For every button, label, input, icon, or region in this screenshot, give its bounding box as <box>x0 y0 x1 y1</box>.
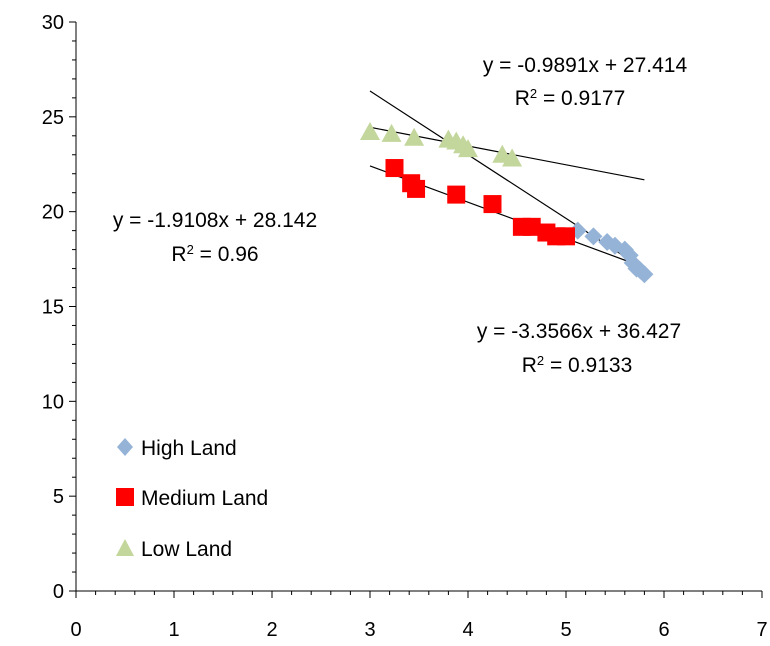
y-tick-label: 15 <box>42 297 64 319</box>
legend-item-low-land: Low Land <box>116 538 232 561</box>
point-low-land <box>502 148 523 167</box>
annotation-low-equation: y = -0.9891x + 27.414 <box>483 54 688 77</box>
annotation-low-land: y = -0.9891x + 27.414 R2 = 0.9177 <box>483 54 688 110</box>
annotation-medium-r2: R2 = 0.96 <box>171 242 258 267</box>
data-markers <box>360 122 654 284</box>
y-tick-label: 25 <box>42 107 64 129</box>
legend-marker-diamond <box>117 438 133 456</box>
x-tick-label: 2 <box>266 619 277 641</box>
point-low-land <box>360 122 380 141</box>
x-tick-label: 1 <box>168 619 179 641</box>
x-tick-label: 7 <box>756 619 767 641</box>
point-medium-land <box>483 195 502 214</box>
annotation-low-r2: R2 = 0.9177 <box>515 86 626 111</box>
point-high-land <box>620 246 639 265</box>
point-low-land <box>404 127 425 146</box>
x-tick-label: 6 <box>658 619 669 641</box>
legend-marker-square <box>116 488 134 506</box>
annotation-high-land: y = -3.3566x + 36.427 R2 = 0.9133 <box>477 320 681 377</box>
x-tick-label: 0 <box>70 619 81 641</box>
y-tick-label: 20 <box>42 202 64 224</box>
y-tick-label: 5 <box>53 486 64 508</box>
legend-marker-triangle <box>116 539 134 556</box>
legend-item-high-land: High Land <box>117 437 237 460</box>
point-medium-land <box>385 159 404 178</box>
legend-label-high-land: High Land <box>141 437 237 460</box>
x-tick-label: 5 <box>560 619 571 641</box>
annotation-high-r2: R2 = 0.9133 <box>522 353 633 378</box>
legend-label-low-land: Low Land <box>141 538 232 561</box>
axes: 0 5 10 15 20 25 30 0 1 2 3 4 5 6 7 <box>42 12 768 641</box>
point-medium-land <box>522 217 541 236</box>
x-tick-label: 3 <box>364 619 375 641</box>
legend-item-medium-land: Medium Land <box>116 487 268 510</box>
point-medium-land <box>557 227 575 246</box>
x-tick-label: 4 <box>462 619 473 641</box>
y-tick-label: 10 <box>42 391 64 413</box>
point-high-land <box>635 265 654 284</box>
y-tick-label: 30 <box>42 12 64 34</box>
point-medium-land <box>407 179 426 198</box>
y-tick-label: 0 <box>53 581 64 603</box>
annotation-high-equation: y = -3.3566x + 36.427 <box>477 320 681 343</box>
legend-label-medium-land: Medium Land <box>141 487 268 510</box>
annotation-medium-land: y = -1.9108x + 28.142 R2 = 0.96 <box>113 209 317 266</box>
legend: High Land Medium Land Low Land <box>116 437 268 561</box>
point-low-land <box>458 139 478 158</box>
point-medium-land <box>447 185 466 204</box>
point-high-land <box>584 227 603 246</box>
point-low-land <box>381 123 402 142</box>
annotation-medium-equation: y = -1.9108x + 28.142 <box>113 209 317 232</box>
